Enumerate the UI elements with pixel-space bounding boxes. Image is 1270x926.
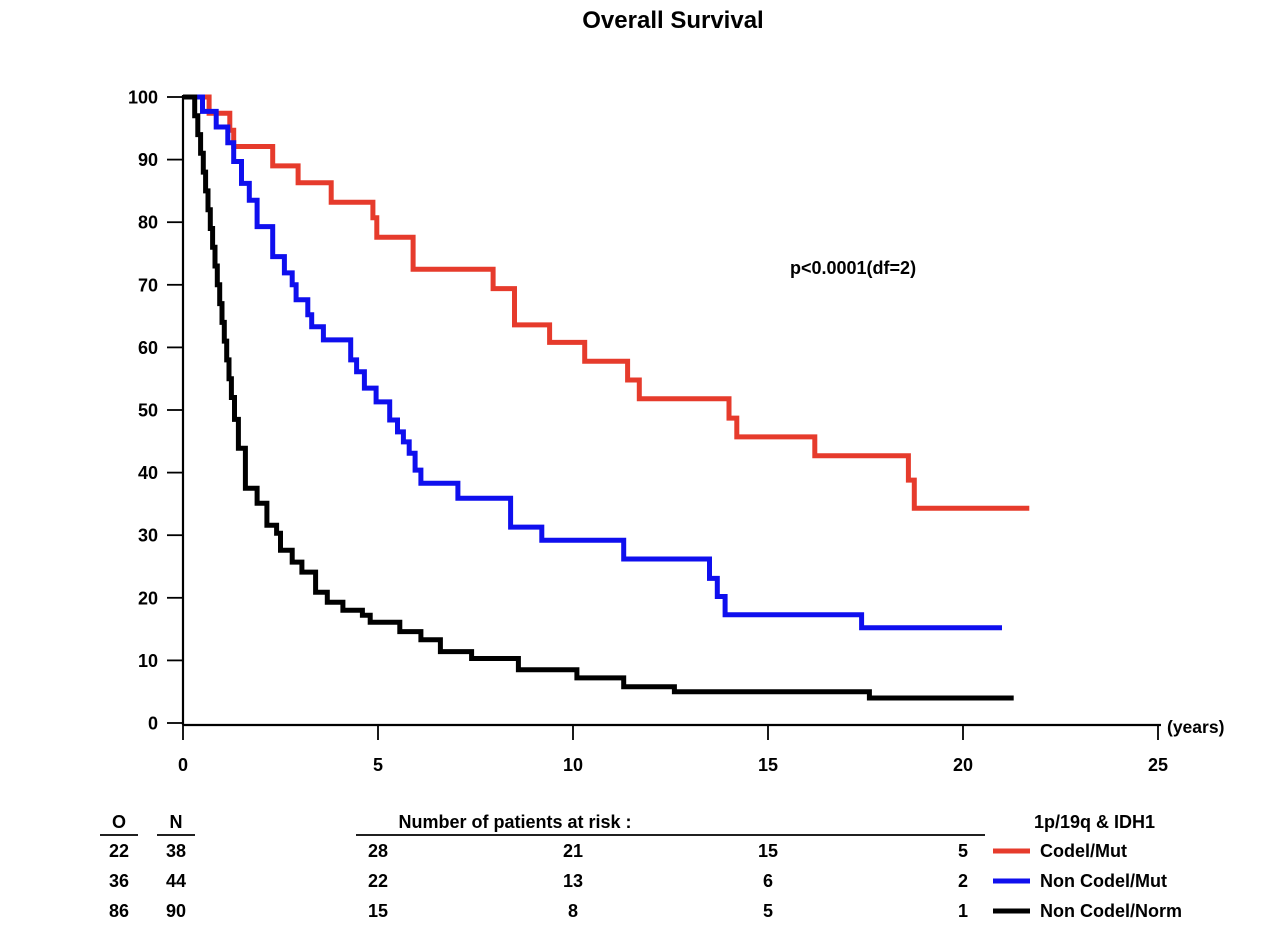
x-tick-label: 5 xyxy=(373,755,383,775)
x-axis-ticks: 0 5 10 15 20 25 xyxy=(178,725,1168,775)
observed-count: 22 xyxy=(109,841,129,861)
curve-codel-mut xyxy=(183,94,1030,511)
y-tick-label: 50 xyxy=(138,401,158,421)
y-tick-label: 100 xyxy=(128,88,158,108)
at-risk-count: 21 xyxy=(563,841,583,861)
curve-non-codel-mut xyxy=(183,94,1002,631)
at-risk-count: 22 xyxy=(368,871,388,891)
y-tick-label: 0 xyxy=(148,714,158,734)
y-tick-label: 40 xyxy=(138,463,158,483)
n-column-header: N xyxy=(170,812,183,832)
legend-label: Codel/Mut xyxy=(1040,841,1127,861)
at-risk-count: 5 xyxy=(763,901,773,921)
survival-curves xyxy=(183,94,1030,701)
y-tick-label: 30 xyxy=(138,526,158,546)
curve-non-codel-norm xyxy=(183,94,1014,701)
x-tick-label: 25 xyxy=(1148,755,1168,775)
y-tick-label: 10 xyxy=(138,651,158,671)
at-risk-count: 2 xyxy=(958,871,968,891)
at-risk-count: 5 xyxy=(958,841,968,861)
x-tick-label: 20 xyxy=(953,755,973,775)
observed-count: 36 xyxy=(109,871,129,891)
total-count: 38 xyxy=(166,841,186,861)
y-tick-label: 80 xyxy=(138,213,158,233)
x-tick-label: 10 xyxy=(563,755,583,775)
legend-label: Non Codel/Norm xyxy=(1040,901,1182,921)
y-tick-label: 20 xyxy=(138,588,158,608)
observed-count: 86 xyxy=(109,901,129,921)
x-axis-unit-label: (years) xyxy=(1167,717,1224,737)
at-risk-count: 8 xyxy=(568,901,578,921)
y-axis-ticks: 0 10 20 30 40 50 60 70 80 90 100 xyxy=(128,88,183,734)
y-tick-label: 60 xyxy=(138,338,158,358)
chart-title: Overall Survival xyxy=(582,7,763,34)
at-risk-count: 1 xyxy=(958,901,968,921)
p-value-annotation: p<0.0001(df=2) xyxy=(790,258,916,278)
at-risk-count: 28 xyxy=(368,841,388,861)
x-tick-label: 15 xyxy=(758,755,778,775)
y-tick-label: 70 xyxy=(138,275,158,295)
y-tick-label: 90 xyxy=(138,150,158,170)
at-risk-count: 15 xyxy=(758,841,778,861)
x-tick-label: 0 xyxy=(178,755,188,775)
total-count: 44 xyxy=(166,871,186,891)
at-risk-header: Number of patients at risk : xyxy=(398,812,631,832)
at-risk-count: 15 xyxy=(368,901,388,921)
legend-label: Non Codel/Mut xyxy=(1040,871,1167,891)
at-risk-count: 6 xyxy=(763,871,773,891)
observed-column-header: O xyxy=(112,812,126,832)
legend-title: 1p/19q & IDH1 xyxy=(1034,812,1155,832)
total-count: 90 xyxy=(166,901,186,921)
at-risk-count: 13 xyxy=(563,871,583,891)
